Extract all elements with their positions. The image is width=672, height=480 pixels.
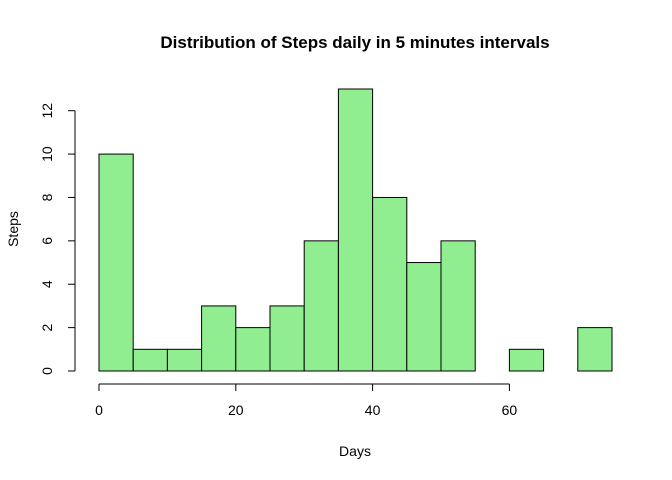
histogram-bar-40-45 [372, 196, 408, 372]
y-axis: 0 2 4 6 8 10 12 [39, 103, 76, 375]
histogram-bar-5-10 [132, 348, 168, 372]
x-tick-label-60: 60 [502, 402, 518, 418]
y-axis-label: Steps [5, 211, 21, 247]
x-axis: 0 20 40 60 [95, 383, 518, 418]
x-tick-label-20: 20 [228, 402, 244, 418]
x-axis-label: Days [339, 443, 371, 459]
histogram-bar-20-25 [235, 327, 271, 372]
y-tick-label-4: 4 [39, 280, 55, 288]
y-tick-label-10: 10 [39, 146, 55, 162]
histogram-bar-60-65 [508, 348, 545, 372]
y-tick-label-12: 12 [39, 103, 55, 119]
histogram-bar-30-35 [303, 240, 339, 372]
histogram-bar-35-40 [337, 88, 374, 372]
histogram-bar-10-15 [166, 348, 203, 372]
histogram-bar-45-50 [406, 262, 442, 372]
bars-group [98, 88, 613, 372]
y-tick-label-0: 0 [39, 367, 55, 375]
histogram-bar-15-20 [201, 305, 237, 372]
x-tick-label-0: 0 [95, 402, 103, 418]
y-tick-label-6: 6 [39, 237, 55, 245]
y-tick-label-8: 8 [39, 193, 55, 201]
chart-title: Distribution of Steps daily in 5 minutes… [160, 33, 549, 52]
histogram-bar-50-55 [440, 240, 476, 372]
histogram-bar-70-75 [577, 327, 613, 372]
x-tick-label-40: 40 [365, 402, 381, 418]
histogram-bar-25-30 [269, 305, 305, 372]
y-tick-label-2: 2 [39, 324, 55, 332]
histogram-bar-0-5 [98, 153, 134, 372]
